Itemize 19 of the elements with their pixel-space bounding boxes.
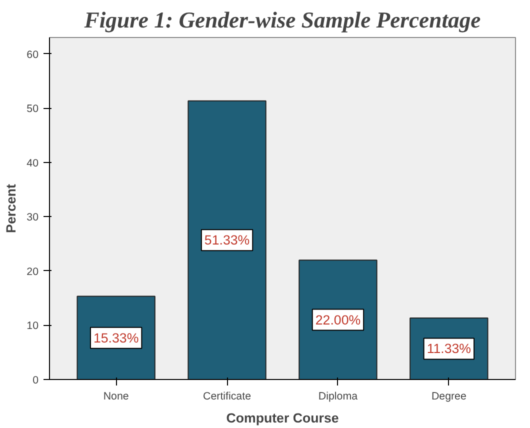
y-tick-label: 30 (26, 212, 39, 224)
y-tick-label: 20 (26, 266, 39, 278)
data-label: 22.00% (315, 312, 361, 328)
y-tick-label: 40 (26, 157, 39, 170)
bar (188, 100, 266, 380)
x-tick-label: None (103, 390, 129, 402)
x-tick-label: Certificate (203, 390, 252, 402)
data-label: 51.33% (204, 232, 250, 248)
y-tick-label: 0 (32, 374, 39, 386)
y-tick-label: 10 (26, 320, 39, 332)
x-tick-label: Diploma (318, 390, 358, 402)
data-label: 15.33% (93, 330, 139, 346)
y-tick-label: 50 (26, 103, 39, 116)
y-tick-label: 60 (26, 48, 39, 61)
x-axis-title: Computer Course (226, 410, 339, 426)
data-label: 11.33% (426, 341, 472, 356)
chart-title: Figure 1: Gender-wise Sample Percentage (83, 8, 481, 32)
y-axis-title: Percent (4, 183, 19, 233)
x-tick-label: Degree (431, 390, 466, 402)
